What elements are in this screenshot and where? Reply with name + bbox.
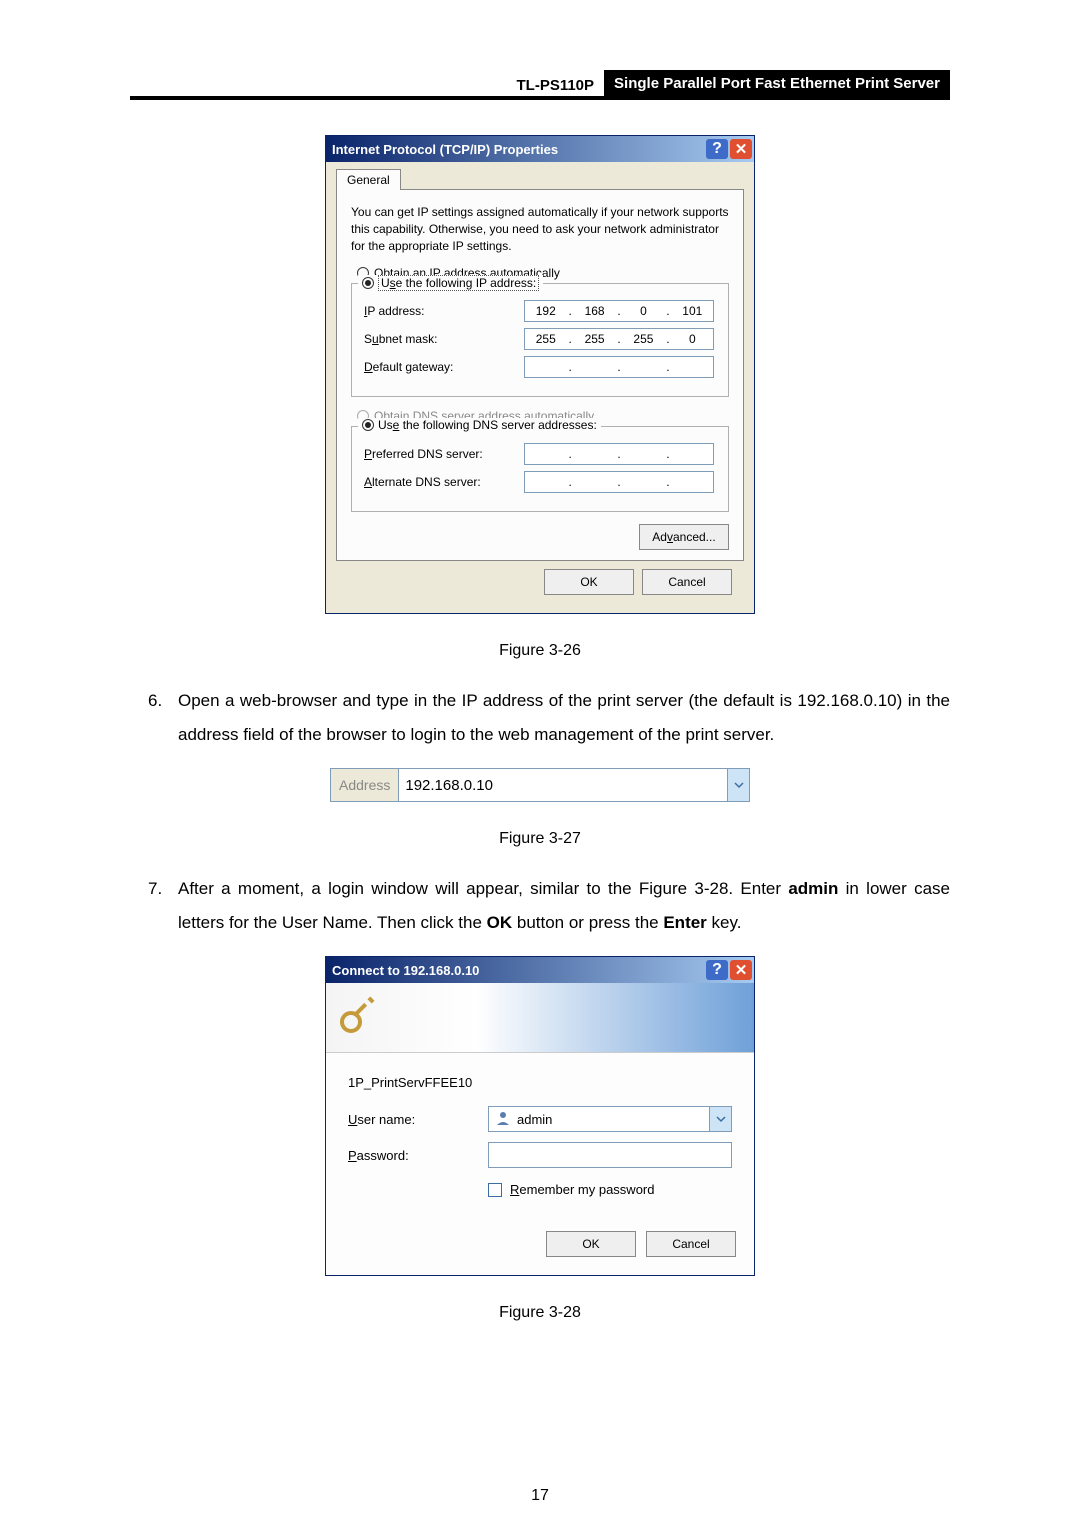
- pref-dns-label: Preferred DNS server:: [364, 447, 524, 461]
- dialog-title: Internet Protocol (TCP/IP) Properties: [332, 142, 558, 157]
- ok-button[interactable]: OK: [544, 569, 634, 595]
- login-ok-button[interactable]: OK: [546, 1231, 636, 1257]
- user-icon: [495, 1110, 517, 1129]
- advanced-button[interactable]: Advanced...: [639, 524, 729, 550]
- header-title: Single Parallel Port Fast Ethernet Print…: [604, 70, 950, 96]
- alt-dns-label: Alternate DNS server:: [364, 475, 524, 489]
- gateway-label: Default gateway:: [364, 360, 524, 374]
- tcpip-properties-dialog: Internet Protocol (TCP/IP) Properties ? …: [325, 135, 755, 614]
- remember-label: Remember my password: [510, 1182, 655, 1197]
- chevron-down-icon[interactable]: [709, 1107, 731, 1131]
- login-title: Connect to 192.168.0.10: [332, 963, 479, 978]
- step-6: 6. Open a web-browser and type in the IP…: [130, 684, 950, 752]
- password-label: Password:: [348, 1148, 488, 1163]
- close-icon[interactable]: ✕: [730, 139, 752, 159]
- radio-manual-ip[interactable]: [362, 277, 374, 289]
- figure-3-27-caption: Figure 3-27: [130, 830, 950, 848]
- cancel-button[interactable]: Cancel: [642, 569, 732, 595]
- gateway-input[interactable]: . . .: [524, 356, 714, 378]
- key-icon: [336, 992, 382, 1043]
- info-text: You can get IP settings assigned automat…: [351, 204, 729, 254]
- step-7-text: After a moment, a login window will appe…: [178, 872, 950, 940]
- help-icon[interactable]: ?: [706, 960, 728, 980]
- step-6-text: Open a web-browser and type in the IP ad…: [178, 684, 950, 752]
- address-input[interactable]: 192.168.0.10: [399, 769, 727, 801]
- chevron-down-icon[interactable]: [727, 769, 749, 801]
- step-6-number: 6.: [130, 684, 178, 752]
- remember-checkbox[interactable]: [488, 1183, 502, 1197]
- address-label: Address: [331, 769, 399, 801]
- login-titlebar: Connect to 192.168.0.10 ? ✕: [326, 957, 754, 983]
- ip-address-label: IP address:: [364, 304, 524, 318]
- login-dialog: Connect to 192.168.0.10 ? ✕ 1P_PrintServ…: [325, 956, 755, 1276]
- radio-manual-dns[interactable]: [362, 419, 374, 431]
- dialog-titlebar: Internet Protocol (TCP/IP) Properties ? …: [326, 136, 754, 162]
- manual-ip-group: Use the following IP address: IP address…: [351, 283, 729, 397]
- ip-address-input[interactable]: 192. 168. 0. 101: [524, 300, 714, 322]
- address-bar: Address 192.168.0.10: [330, 768, 750, 802]
- subnet-label: Subnet mask:: [364, 332, 524, 346]
- manual-dns-group: Use the following DNS server addresses: …: [351, 426, 729, 512]
- password-input[interactable]: [488, 1142, 732, 1168]
- tab-general[interactable]: General: [336, 169, 401, 190]
- subnet-input[interactable]: 255. 255. 255. 0: [524, 328, 714, 350]
- figure-3-26-caption: Figure 3-26: [130, 642, 950, 660]
- step-7: 7. After a moment, a login window will a…: [130, 872, 950, 940]
- model-label: TL-PS110P: [517, 72, 605, 94]
- step-7-number: 7.: [130, 872, 178, 940]
- page-header: TL-PS110P Single Parallel Port Fast Ethe…: [130, 70, 950, 100]
- username-label: User name:: [348, 1112, 488, 1127]
- help-icon[interactable]: ?: [706, 139, 728, 159]
- username-input[interactable]: admin: [488, 1106, 732, 1132]
- login-cancel-button[interactable]: Cancel: [646, 1231, 736, 1257]
- pref-dns-input[interactable]: ...: [524, 443, 714, 465]
- login-banner: [326, 983, 754, 1053]
- alt-dns-input[interactable]: ...: [524, 471, 714, 493]
- figure-3-28-caption: Figure 3-28: [130, 1304, 950, 1322]
- page-number: 17: [0, 1487, 1080, 1505]
- realm-label: 1P_PrintServFFEE10: [348, 1075, 732, 1090]
- close-icon[interactable]: ✕: [730, 960, 752, 980]
